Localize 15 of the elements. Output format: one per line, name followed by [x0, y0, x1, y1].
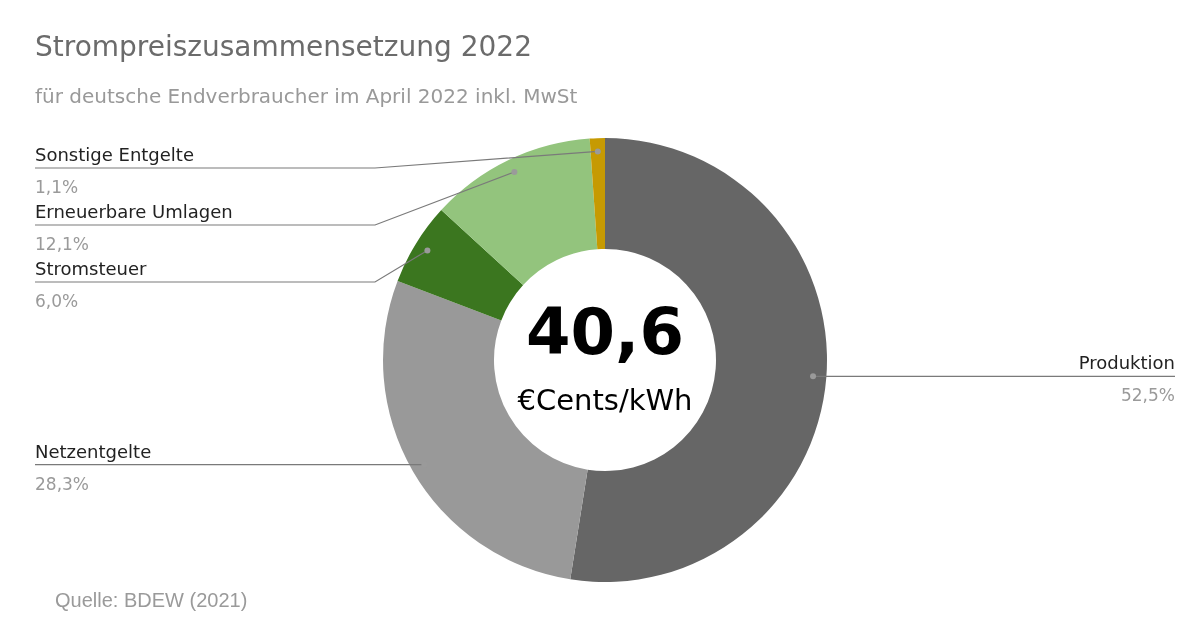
- text: €Cents/kWh: [517, 383, 693, 417]
- text: 40,6: [526, 295, 684, 369]
- data-label: 52,5%: [1120, 385, 1175, 406]
- data-label: 1,1%: [35, 177, 79, 197]
- data-label: 12,1%: [35, 234, 90, 254]
- source-note: Quelle: BDEW (2021): [55, 589, 248, 611]
- slice-label: Erneuerbare Umlagen: [35, 201, 233, 222]
- slice-label: Stromsteuer: [35, 258, 148, 279]
- slice-label: Sonstige Entgelte: [35, 144, 194, 165]
- chart-subtitle: für deutsche Endverbraucher im April 2022 inkl. MwSt: [35, 84, 578, 108]
- slice-label: Produktion: [1078, 352, 1175, 374]
- slice-label: Netzentgelte: [35, 440, 152, 462]
- data-label: 28,3%: [35, 473, 90, 494]
- data-label: 6,0%: [35, 291, 79, 311]
- chart-title: Strompreiszusammensetzung 2022: [35, 30, 532, 63]
